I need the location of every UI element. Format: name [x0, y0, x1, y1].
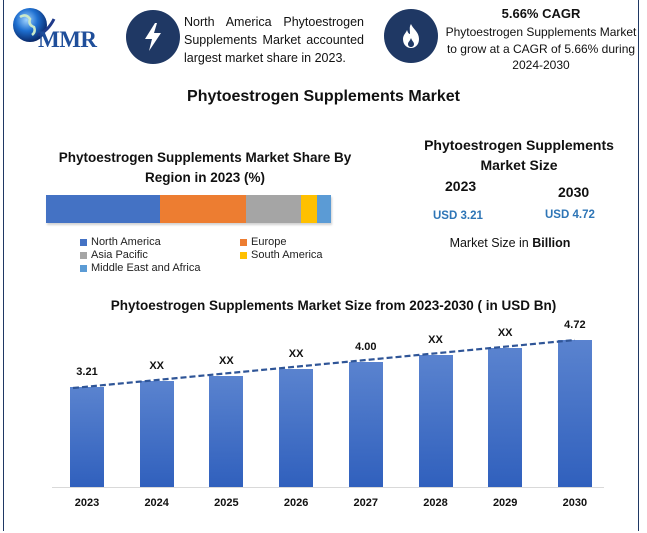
value-start: USD 3.21: [433, 210, 483, 222]
bar-data-label: XX: [428, 334, 443, 347]
year-end: 2030: [558, 184, 590, 200]
year-start: 2023: [445, 178, 477, 194]
bar-2030: [557, 340, 592, 487]
bar-2028: [418, 355, 453, 487]
bar-2026: [279, 368, 314, 487]
insight-text: North America Phytoestrogen Supplements …: [184, 15, 364, 65]
value-end: USD 4.72: [545, 209, 595, 221]
segment-north-america: [46, 195, 160, 223]
x-tick-label: 2024: [144, 497, 169, 509]
legend-item: South America: [240, 249, 323, 262]
segment-europe: [160, 195, 246, 223]
flame-icon: [384, 9, 438, 63]
bar-2023: [70, 387, 104, 487]
legend-item: North America: [80, 236, 161, 249]
bar-data-label: XX: [219, 354, 234, 367]
region-share-stacked-bar: [46, 195, 331, 223]
globe-icon: [13, 8, 56, 42]
x-axis: [52, 487, 604, 488]
legend-item: Europe: [240, 236, 286, 249]
share-chart-title: Phytoestrogen Supplements Market Share B…: [58, 150, 352, 185]
bar-chart-title: Phytoestrogen Supplements Market Size fr…: [110, 298, 557, 313]
x-tick-label: 2030: [562, 497, 588, 509]
x-tick-label: 2029: [492, 497, 518, 509]
bar-data-label: XX: [497, 326, 513, 339]
legend-item: Asia Pacific: [80, 249, 148, 262]
page-title: Phytoestrogen Supplements Market: [187, 88, 460, 105]
bar-data-label: 3.21: [76, 366, 98, 379]
cagr-title: 5.66% CAGR: [501, 6, 581, 21]
bar-2025: [209, 375, 244, 487]
market-size-title: Phytoestrogen Supplements Market Size: [424, 137, 614, 173]
legend-item: Middle East and Africa: [80, 262, 200, 275]
bar-2024: [139, 381, 174, 487]
lightning-icon: [126, 10, 180, 64]
bar-data-label: 4.00: [355, 341, 377, 354]
cagr-text: Phytoestrogen Supplements Market to grow…: [445, 25, 637, 72]
x-tick-label: 2026: [283, 497, 309, 509]
x-tick-label: 2027: [353, 497, 379, 509]
mmr-logo: MMR: [8, 5, 118, 60]
segment-mea: [317, 195, 331, 223]
x-tick-label: 2025: [214, 497, 239, 509]
bar-data-label: XX: [288, 347, 304, 360]
bar-data-label: XX: [149, 360, 165, 373]
logo-text: MMR: [38, 27, 97, 52]
bar-2027: [348, 362, 383, 487]
market-size-unit: Market Size in Billion: [449, 236, 571, 250]
segment-asia-pacific: [245, 195, 302, 223]
bar-2029: [488, 347, 523, 487]
x-tick-label: 2023: [74, 497, 100, 509]
bar-data-label: 4.72: [564, 319, 586, 331]
segment-south-america: [301, 195, 318, 223]
page-frame: [3, 0, 639, 531]
x-tick-label: 2028: [423, 497, 448, 509]
